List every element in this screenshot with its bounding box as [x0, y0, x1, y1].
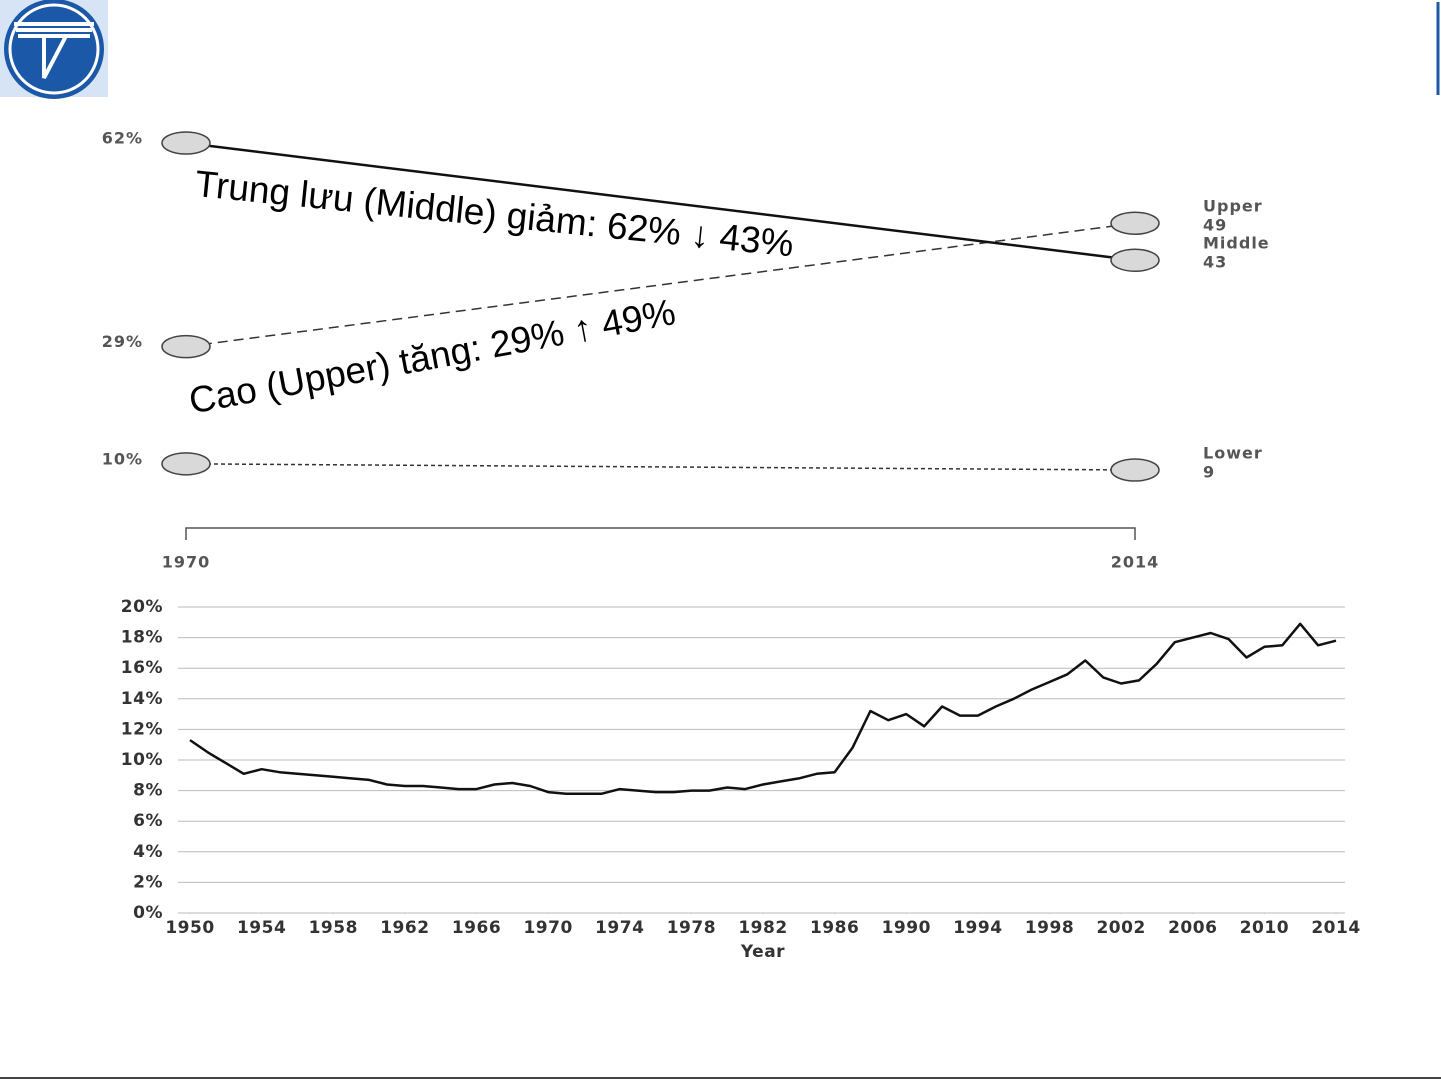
y-tick-label: 4% [133, 842, 163, 862]
time-bracket [185, 527, 1136, 540]
y-tick-label: 8% [133, 781, 163, 801]
x-tick-label: 2014 [1311, 918, 1360, 938]
endpoint [1110, 458, 1160, 482]
x-tick-label: 1974 [595, 918, 644, 938]
end-label: 49 [1203, 216, 1227, 235]
line-chart: 0% 2% 4% 6% 8% 10% 12% 14% 16% 18% 20% 1950 1954 1958… [121, 597, 1360, 962]
x-tick-label: 2006 [1168, 918, 1217, 938]
x-tick-label: 1998 [1025, 918, 1074, 938]
x-tick-label: 1990 [882, 918, 931, 938]
y-tick-label: 0% [133, 903, 163, 923]
x-tick-label: 1962 [380, 918, 429, 938]
start-label: 10% [102, 449, 143, 468]
y-tick-label: 16% [121, 658, 163, 678]
start-label: 62% [102, 129, 143, 148]
series-name: Upper [1203, 197, 1263, 216]
endpoint [161, 452, 211, 476]
y-tick-label: 2% [133, 872, 163, 892]
x-tick-label: 1954 [237, 918, 286, 938]
x-axis-title: Year [740, 942, 785, 962]
y-tick-label: 12% [121, 719, 163, 739]
end-label: 43 [1203, 253, 1227, 272]
endpoint [1110, 211, 1160, 235]
slope-line [185, 141, 1136, 262]
x-tick-label: 2002 [1096, 918, 1145, 938]
y-tick-label: 14% [121, 689, 163, 709]
y-tick-label: 18% [121, 628, 163, 648]
y-tick-label: 20% [121, 597, 163, 617]
end-label: 9 [1203, 463, 1215, 482]
annotation: Trung lưu (Middle) giảm: 62% ↓ 43% [193, 163, 795, 265]
x-label: 1970 [162, 553, 211, 572]
logo [0, 0, 108, 99]
x-tick-label: 1982 [738, 918, 787, 938]
endpoint [1110, 248, 1160, 272]
x-tick-label: 1970 [523, 918, 572, 938]
x-tick-label: 1986 [810, 918, 859, 938]
endpoint [161, 334, 211, 359]
slope-line [185, 463, 1136, 471]
x-tick-label: 1966 [452, 918, 501, 938]
x-label: 2014 [1111, 553, 1160, 572]
y-tick-label: 6% [133, 811, 163, 831]
x-tick-label: 1958 [309, 918, 358, 938]
x-tick-label: 1978 [667, 918, 716, 938]
data-line [189, 622, 1337, 795]
series-name: Lower [1203, 444, 1263, 463]
x-tick-label: 1994 [953, 918, 1002, 938]
x-tick-label: 2010 [1240, 918, 1289, 938]
annotation: Cao (Upper) tăng: 29% ↑ 49% [186, 291, 679, 421]
x-tick-label: 1950 [165, 918, 214, 938]
endpoint [161, 131, 211, 155]
series-name: Middle [1203, 234, 1270, 253]
y-tick-label: 10% [121, 750, 163, 770]
start-label: 29% [102, 332, 143, 351]
